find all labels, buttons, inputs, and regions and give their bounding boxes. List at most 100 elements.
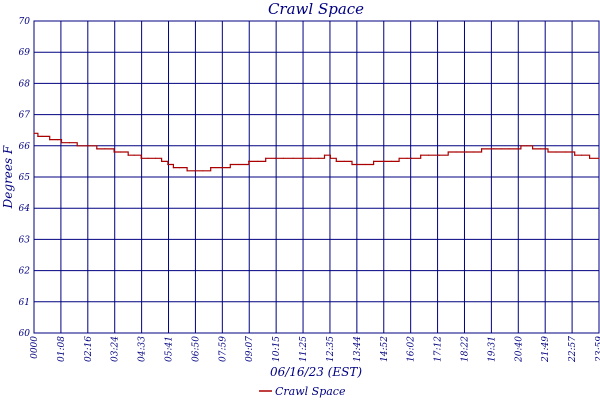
data-point bbox=[329, 157, 331, 159]
x-tick-label: 22:57 bbox=[568, 336, 578, 363]
data-point bbox=[318, 157, 320, 159]
data-point bbox=[202, 170, 204, 172]
y-tick-label: 68 bbox=[19, 79, 31, 89]
data-point bbox=[420, 154, 422, 156]
x-tick-label: 23:59 bbox=[595, 336, 600, 363]
data-point bbox=[37, 135, 39, 137]
data-point bbox=[96, 148, 98, 150]
plot-frame bbox=[33, 20, 600, 334]
data-point bbox=[113, 151, 115, 153]
x-tick-label: 12:35 bbox=[326, 336, 336, 362]
data-point bbox=[493, 148, 495, 150]
data-point bbox=[447, 151, 449, 153]
y-tick-label: 67 bbox=[19, 111, 31, 121]
x-tick-label: 17:12 bbox=[434, 336, 444, 362]
y-tick-label: 62 bbox=[19, 267, 31, 277]
data-point bbox=[194, 170, 196, 172]
data-point bbox=[383, 160, 385, 162]
data-point bbox=[351, 163, 353, 166]
y-tick-label: 64 bbox=[19, 204, 31, 214]
y-tick-labels: 60 61 62 63 64 65 66 67 68 69 70 bbox=[19, 17, 31, 339]
data-point bbox=[140, 157, 142, 159]
legend-label: Crawl Space bbox=[275, 385, 346, 398]
data-point bbox=[343, 160, 345, 162]
data-point bbox=[60, 142, 63, 144]
data-point bbox=[473, 151, 475, 153]
x-tick-label: 01:08 bbox=[57, 336, 67, 362]
x-tick-label: 04:33 bbox=[138, 336, 148, 362]
data-point bbox=[481, 148, 483, 150]
data-point bbox=[310, 157, 312, 159]
data-point bbox=[127, 154, 129, 156]
data-point bbox=[365, 163, 367, 166]
data-point bbox=[167, 163, 169, 166]
x-tick-label: 09:07 bbox=[245, 336, 255, 362]
x-tick-label: 21:49 bbox=[541, 336, 551, 363]
x-tick-label: 19:31 bbox=[487, 336, 497, 362]
data-point bbox=[398, 157, 400, 159]
data-point bbox=[155, 157, 157, 159]
x-tick-label: 18:22 bbox=[460, 336, 470, 362]
data-point bbox=[274, 157, 277, 159]
chart-title: Crawl Space bbox=[268, 0, 364, 18]
data-point bbox=[302, 157, 304, 159]
data-point bbox=[581, 154, 583, 156]
series-layer bbox=[33, 132, 600, 172]
x-tick-label: 06:50 bbox=[191, 336, 201, 362]
y-tick-label: 70 bbox=[19, 17, 31, 27]
data-point bbox=[282, 157, 284, 159]
data-point bbox=[455, 151, 457, 153]
data-point bbox=[520, 145, 522, 147]
data-point bbox=[532, 148, 534, 150]
y-tick-label: 66 bbox=[19, 142, 31, 152]
x-tick-label: 10:15 bbox=[272, 336, 282, 362]
x-tick-label: 11:25 bbox=[299, 336, 309, 362]
x-tick-label: 0000 bbox=[30, 336, 40, 359]
x-tick-label: 14:52 bbox=[380, 336, 390, 362]
x-tick-label: 03:24 bbox=[111, 336, 121, 362]
data-point bbox=[565, 151, 567, 153]
data-point bbox=[210, 167, 212, 169]
data-point bbox=[438, 154, 440, 156]
data-point bbox=[119, 151, 121, 153]
x-tick-label: 02:16 bbox=[84, 336, 94, 362]
grid bbox=[33, 20, 600, 334]
y-tick-label: 65 bbox=[19, 173, 31, 183]
data-point bbox=[57, 139, 59, 141]
data-point bbox=[373, 160, 375, 162]
data-point bbox=[265, 157, 267, 159]
data-point bbox=[589, 157, 591, 159]
data-point bbox=[178, 167, 180, 169]
x-tick-label: 13:44 bbox=[353, 336, 363, 362]
data-point bbox=[248, 160, 250, 162]
y-axis-label: Degrees F bbox=[1, 145, 15, 209]
data-point bbox=[49, 139, 51, 141]
data-point bbox=[598, 157, 600, 159]
data-point bbox=[68, 142, 70, 144]
data-point bbox=[229, 163, 231, 166]
x-tick-label: 05:41 bbox=[165, 336, 175, 362]
data-point bbox=[172, 167, 174, 169]
data-point bbox=[574, 154, 576, 156]
y-tick-label: 69 bbox=[19, 48, 31, 58]
data-point bbox=[323, 154, 326, 156]
data-point bbox=[161, 160, 163, 162]
data-point bbox=[390, 160, 392, 162]
data-point bbox=[406, 157, 408, 159]
x-axis-label: 06/16/23 (EST) bbox=[270, 365, 362, 379]
y-tick-label: 61 bbox=[19, 298, 30, 308]
y-tick-label: 63 bbox=[19, 235, 31, 245]
data-point bbox=[547, 151, 549, 153]
data-point bbox=[526, 145, 528, 147]
data-point bbox=[411, 157, 413, 159]
data-point bbox=[133, 154, 135, 156]
data-point bbox=[147, 157, 149, 159]
x-tick-label: 07:59 bbox=[218, 336, 228, 362]
data-point bbox=[221, 167, 223, 169]
x-tick-label: 20:40 bbox=[514, 336, 524, 363]
data-point bbox=[41, 135, 43, 137]
data-point bbox=[33, 132, 35, 134]
data-point bbox=[335, 160, 337, 162]
data-point bbox=[292, 157, 294, 159]
